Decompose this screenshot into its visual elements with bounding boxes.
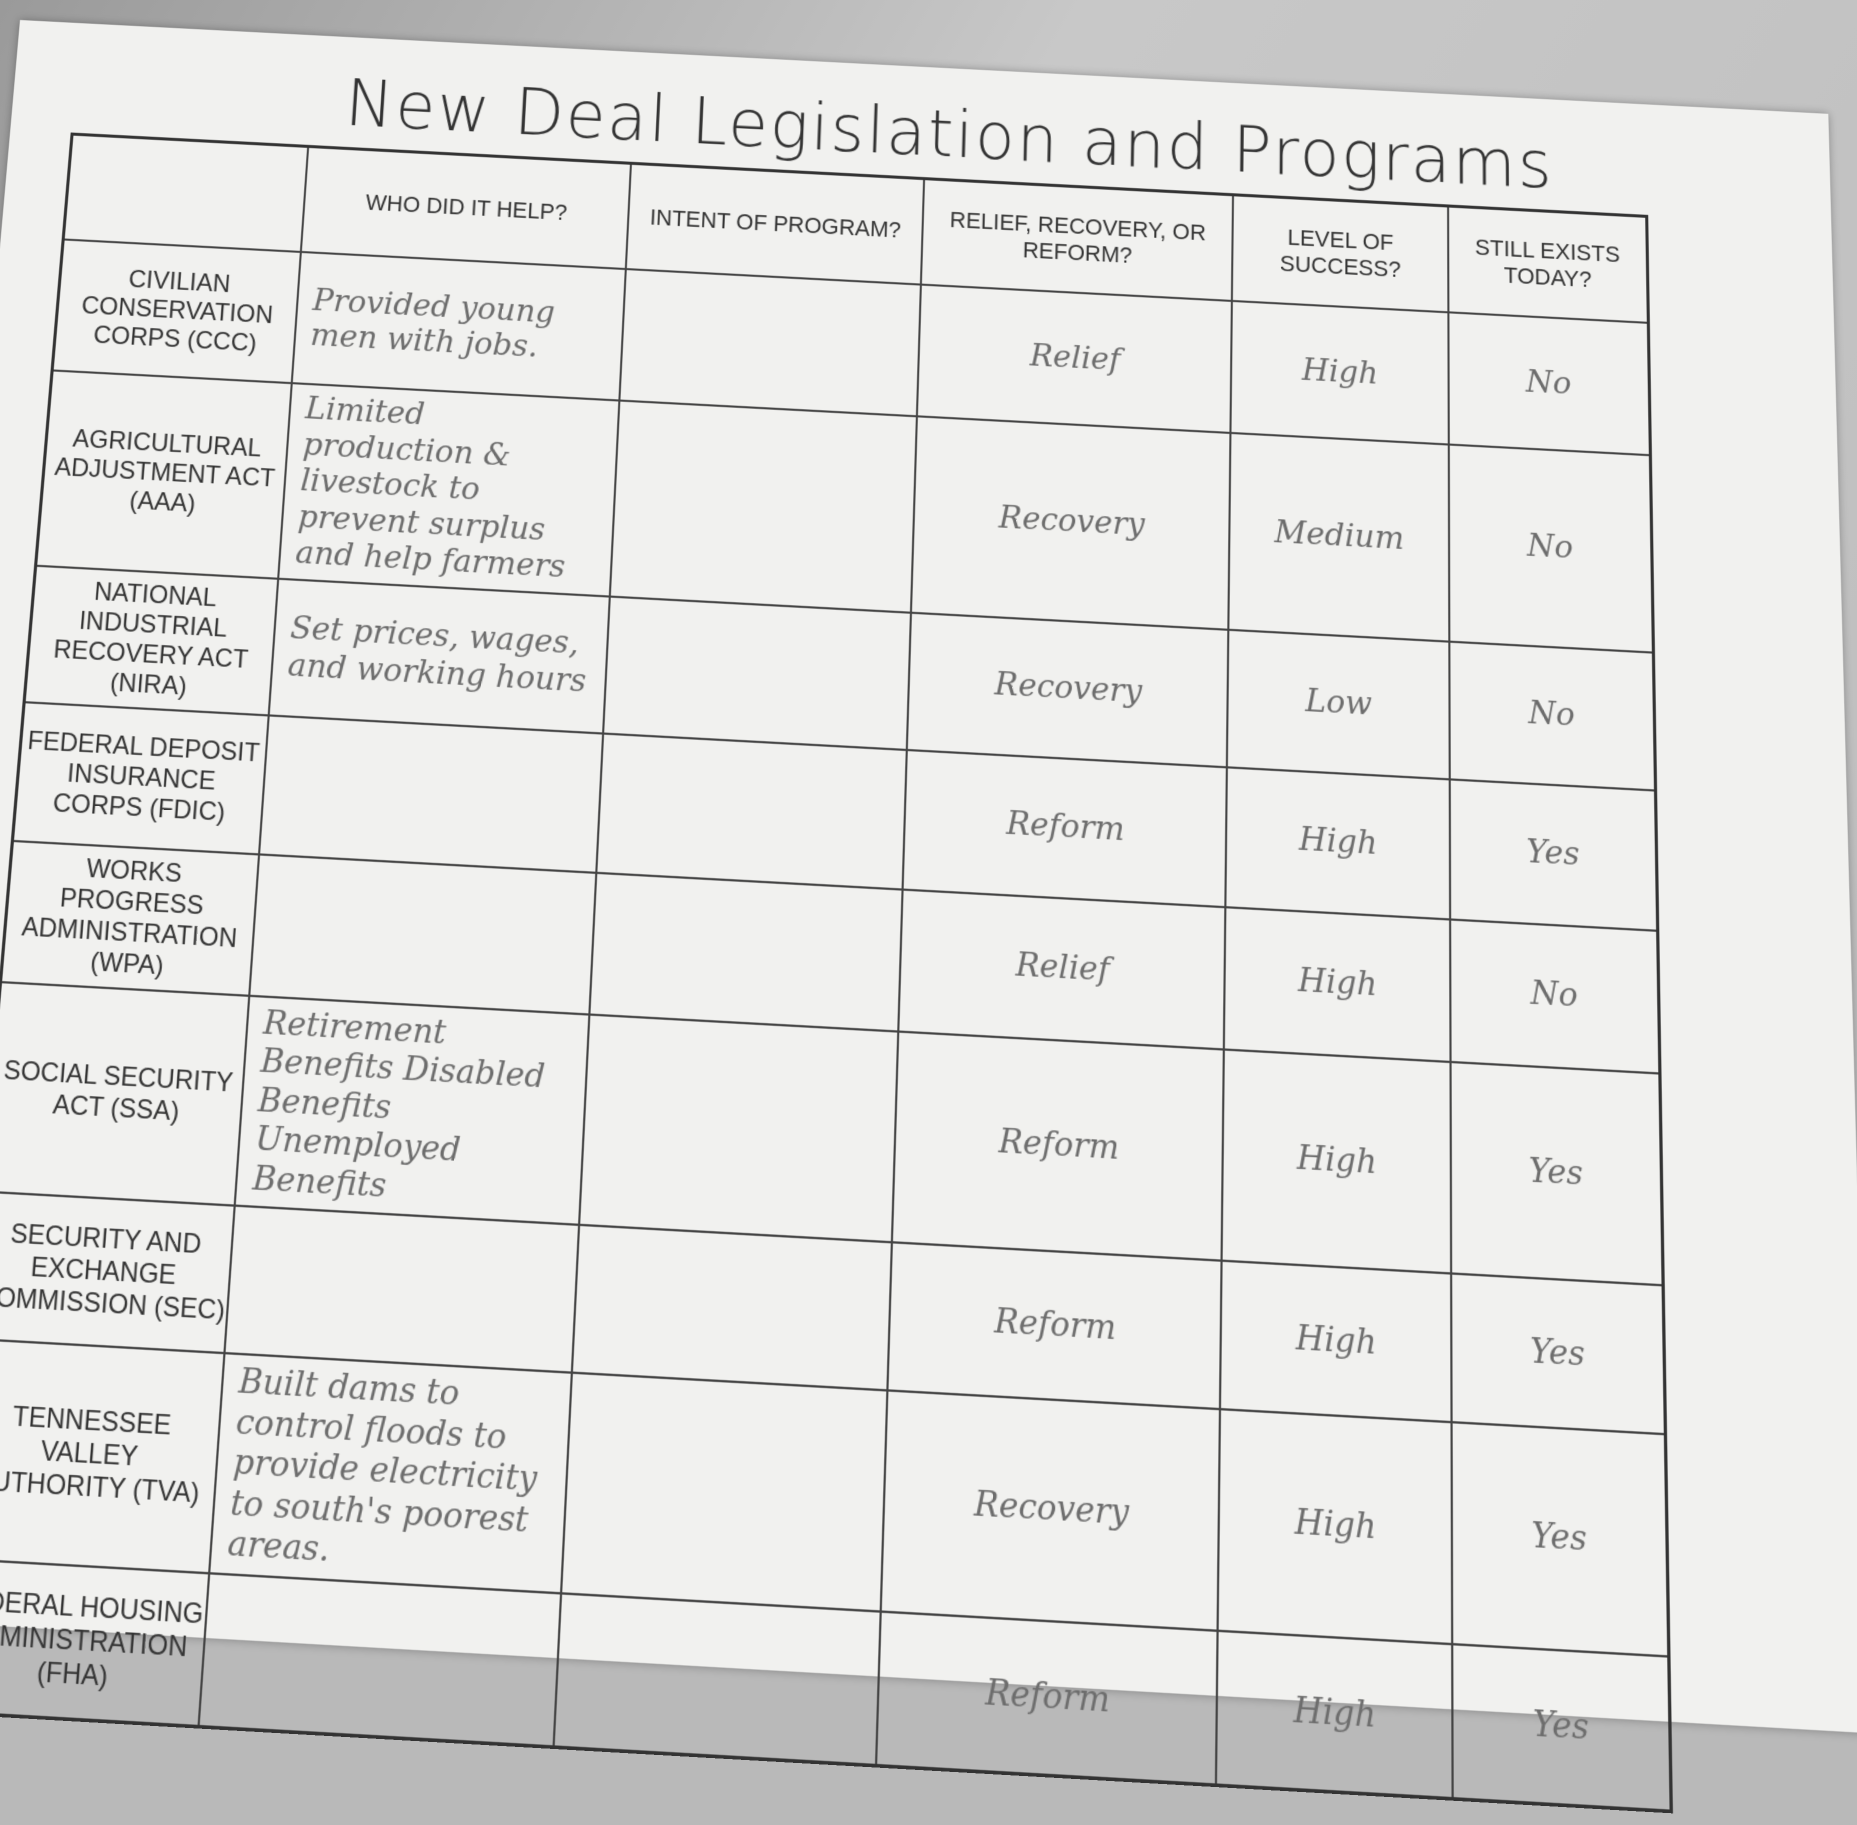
program-name: Social Security Act (SSA) (0, 981, 250, 1206)
header-who: WHO DID IT HELP? (300, 146, 631, 270)
who-helped-cell: Provided young men with jobs. (291, 251, 626, 401)
type-cell: Reform (887, 1242, 1222, 1410)
header-intent: INTENT OF PROGRAM? (625, 163, 925, 285)
header-program (63, 134, 309, 252)
type-cell: Reform (876, 1610, 1218, 1786)
who-helped-cell (249, 853, 597, 1014)
who-helped-cell: Built dams to control floods to provide … (209, 1353, 572, 1593)
exists-cell: Yes (1450, 1061, 1664, 1286)
type-cell: Recovery (880, 1390, 1221, 1631)
header-success: LEVEL OF SUCCESS? (1232, 194, 1449, 313)
program-name: Civilian Conservation Corps (CCC) (52, 239, 301, 384)
intent-cell (603, 596, 911, 750)
intent-cell (571, 1224, 892, 1391)
program-name: Federal Housing Administration (FHA) (0, 1558, 210, 1727)
exists-cell: Yes (1451, 1273, 1666, 1435)
who-helped-cell: Retirement Benefits Disabled Benefits Un… (234, 995, 590, 1225)
program-name: Agricultural Adjustment Act (AAA) (35, 370, 292, 579)
exists-cell: No (1448, 444, 1654, 653)
program-name: Federal Deposit Insurance Corps (FDIC) (12, 701, 269, 854)
success-cell: Medium (1228, 432, 1450, 642)
success-cell: High (1221, 1048, 1452, 1274)
who-helped-cell (224, 1205, 580, 1373)
new-deal-table: WHO DID IT HELP? INTENT OF PROGRAM? RELI… (0, 132, 1673, 1814)
intent-cell (596, 732, 907, 890)
intent-cell (553, 1592, 881, 1766)
who-helped-cell: Set prices, wages, and working hours (268, 578, 610, 733)
header-exists: STILL EXISTS TODAY? (1447, 205, 1649, 323)
who-helped-cell (198, 1572, 562, 1748)
type-cell: Relief (916, 284, 1233, 433)
intent-cell (609, 400, 917, 613)
exists-cell: No (1450, 918, 1660, 1073)
program-name: National Industrial Recovery Act (NIRA) (24, 565, 279, 715)
exists-cell: Yes (1449, 778, 1658, 931)
intent-cell (589, 872, 903, 1031)
success-cell: High (1220, 1260, 1452, 1423)
who-helped-cell: Limited production & livestock to preven… (278, 383, 620, 597)
exists-cell: Yes (1452, 1643, 1672, 1812)
program-name: Security and Exchange Commission (SEC) (0, 1191, 235, 1354)
intent-cell (619, 269, 921, 417)
intent-cell (561, 1372, 888, 1611)
success-cell: High (1216, 1630, 1453, 1799)
type-cell: Reform (902, 749, 1228, 907)
intent-cell (579, 1013, 899, 1243)
exists-cell: No (1449, 641, 1656, 790)
success-cell: High (1217, 1409, 1453, 1644)
type-cell: Recovery (906, 612, 1229, 767)
success-cell: High (1230, 300, 1449, 445)
exists-cell: No (1448, 312, 1651, 456)
success-cell: High (1224, 906, 1451, 1062)
program-name: Works Progress Administration (WPA) (0, 840, 260, 996)
worksheet: New Deal Legislation and Programs WHO DI… (0, 20, 1857, 1814)
who-helped-cell (259, 714, 604, 873)
header-type: RELIEF, RECOVERY, OR REFORM? (920, 178, 1234, 301)
exists-cell: Yes (1451, 1422, 1669, 1656)
type-cell: Relief (898, 889, 1226, 1049)
program-name: Tennessee Valley Authority (TVA) (0, 1338, 225, 1573)
success-cell: High (1225, 766, 1451, 919)
type-cell: Recovery (910, 416, 1231, 630)
success-cell: Low (1227, 629, 1450, 779)
type-cell: Reform (891, 1030, 1225, 1261)
